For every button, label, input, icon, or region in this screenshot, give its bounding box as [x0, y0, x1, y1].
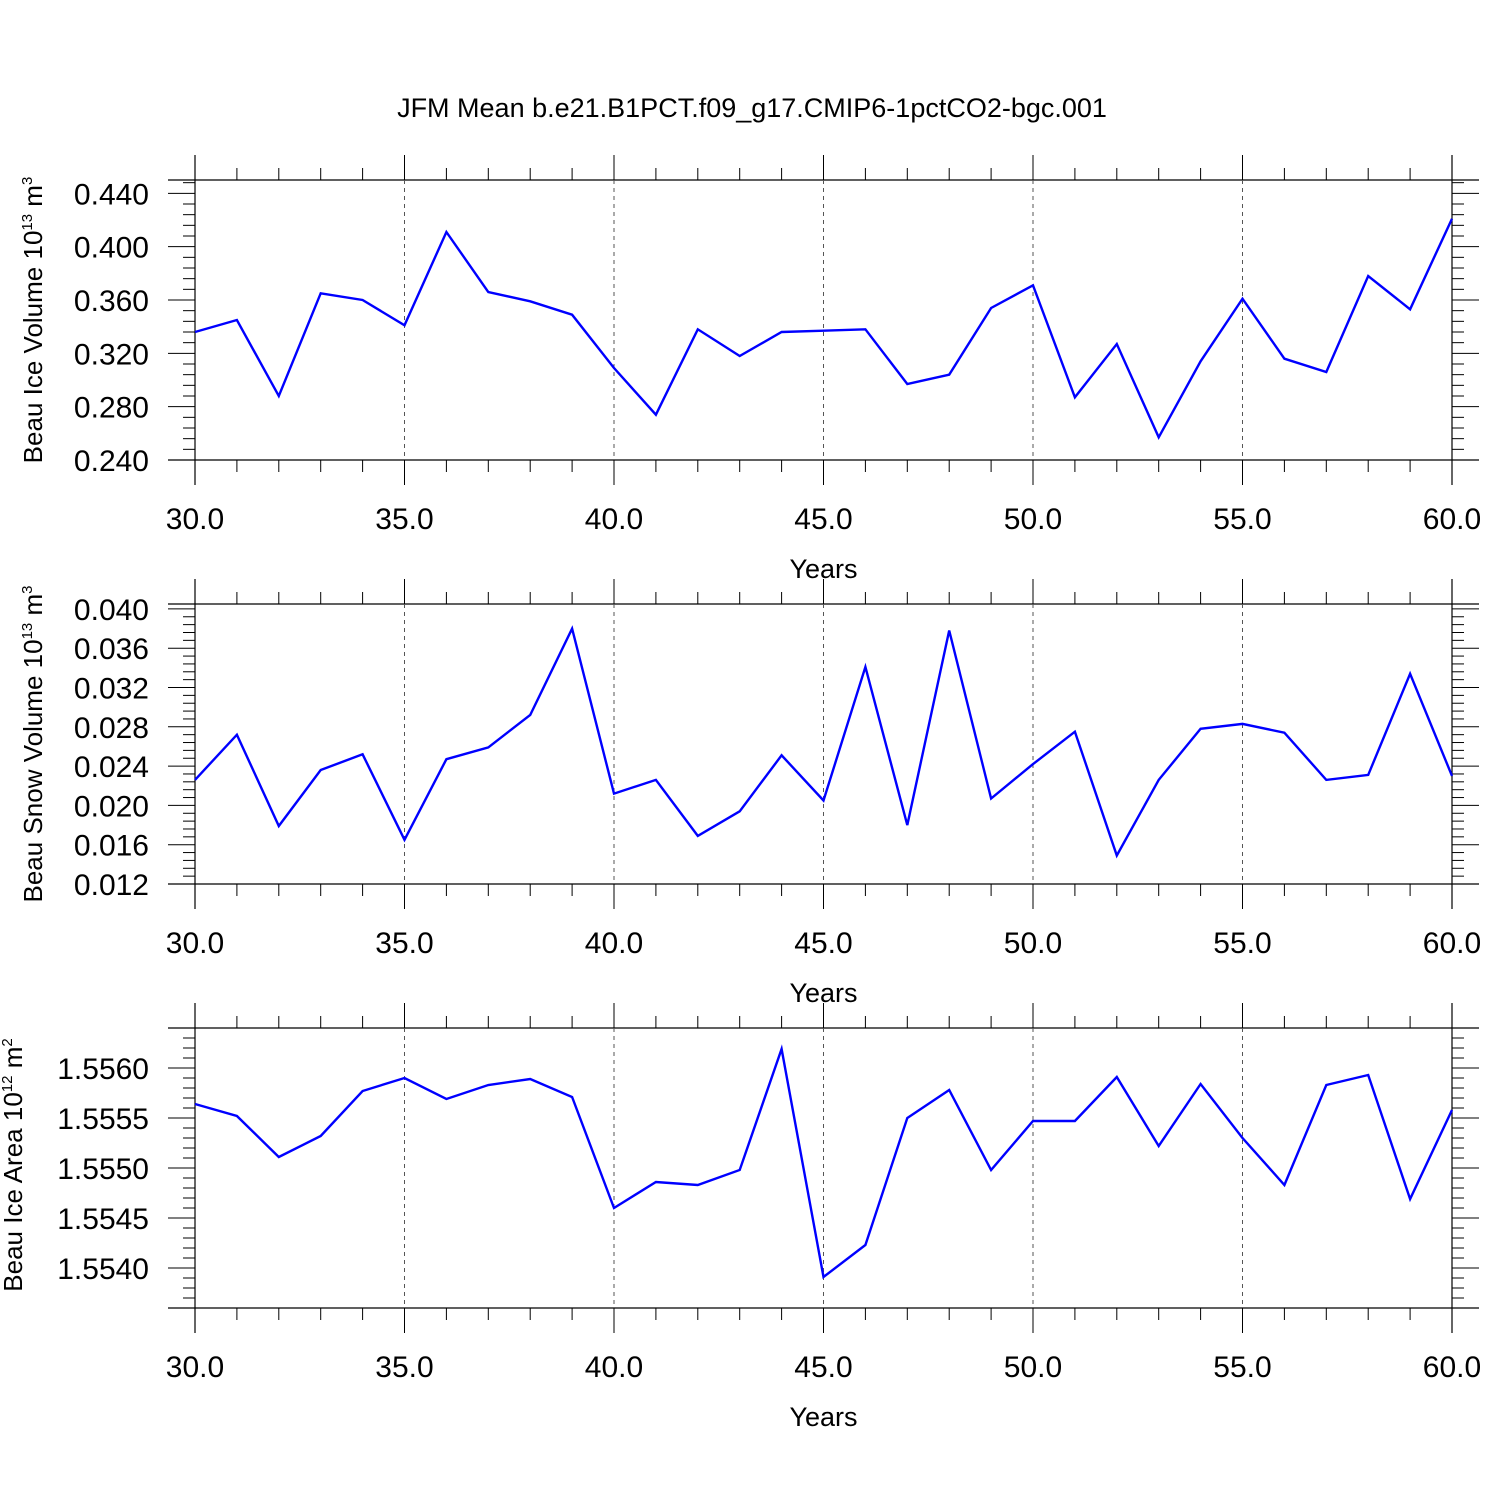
y-axis-label: Beau Ice Area 1012 m2 [0, 1038, 28, 1291]
x-axis-label: Years [789, 1402, 857, 1432]
y-tick-label: 0.020 [74, 790, 149, 823]
y-tick-label: 0.032 [74, 673, 149, 706]
y-tick-label: 0.040 [74, 594, 149, 627]
series-line [194, 625, 1454, 859]
x-tick-label: 35.0 [375, 927, 433, 960]
x-tick-label: 45.0 [794, 1351, 852, 1384]
y-axis-label: Beau Snow Volume 1013 m3 [18, 586, 48, 903]
y-axis-label: Beau Ice Volume 1013 m3 [18, 177, 48, 464]
y-tick-label: 1.5540 [57, 1253, 149, 1286]
series-line [194, 218, 1454, 440]
x-tick-label: 30.0 [166, 927, 224, 960]
y-tick-label: 0.320 [74, 338, 149, 371]
y-tick-label: 1.5560 [57, 1053, 149, 1086]
x-tick-label: 55.0 [1213, 503, 1271, 536]
x-tick-label: 35.0 [375, 1351, 433, 1384]
x-tick-label: 45.0 [794, 503, 852, 536]
y-tick-label: 0.360 [74, 285, 149, 318]
y-tick-label: 0.440 [74, 178, 149, 211]
x-tick-label: 40.0 [585, 1351, 643, 1384]
y-tick-label: 0.036 [74, 633, 149, 666]
y-tick-label: 0.012 [74, 869, 149, 902]
x-tick-label: 40.0 [585, 503, 643, 536]
y-tick-label: 0.028 [74, 712, 149, 745]
panel-3: 30.0 35.0 40.0 45.0 50.0 55.0 60.0 Years 1.5540 1… [0, 1003, 1481, 1432]
panel-2: 30.0 35.0 40.0 45.0 50.0 55.0 60.0Years0.0120.… [18, 579, 1481, 1008]
y-tick-label: 0.016 [74, 830, 149, 863]
x-tick-label: 50.0 [1004, 927, 1062, 960]
x-tick-label: 55.0 [1213, 1351, 1271, 1384]
series-line [194, 1044, 1454, 1280]
x-tick-label: 35.0 [375, 503, 433, 536]
x-tick-label: 60.0 [1423, 1351, 1481, 1384]
x-tick-label: 60.0 [1423, 927, 1481, 960]
panels: 30.0 35.0 40.0 45.0 50.0 55.0 60.0 Years 0.240 0.… [0, 155, 1481, 1432]
x-tick-label: 30.0 [166, 503, 224, 536]
y-tick-label: 0.400 [74, 232, 149, 265]
y-tick-label: 1.5545 [57, 1203, 149, 1236]
x-tick-label: 50.0 [1004, 503, 1062, 536]
y-tick-label: 1.5555 [57, 1103, 149, 1136]
y-tick-label: 0.024 [74, 751, 149, 784]
x-tick-label: 55.0 [1213, 927, 1271, 960]
chart-title: JFM Mean b.e21.B1PCT.f09_g17.CMIP6-1pctC… [397, 93, 1107, 123]
x-tick-label: 45.0 [794, 927, 852, 960]
x-tick-label: 50.0 [1004, 1351, 1062, 1384]
y-tick-label: 0.240 [74, 445, 149, 478]
y-tick-label: 0.280 [74, 392, 149, 425]
x-tick-label: 40.0 [585, 927, 643, 960]
x-tick-label: 30.0 [166, 1351, 224, 1384]
y-tick-label: 1.5550 [57, 1153, 149, 1186]
x-tick-label: 60.0 [1423, 503, 1481, 536]
panel-1: 30.0 35.0 40.0 45.0 50.0 55.0 60.0Years0.2400.… [18, 155, 1481, 584]
